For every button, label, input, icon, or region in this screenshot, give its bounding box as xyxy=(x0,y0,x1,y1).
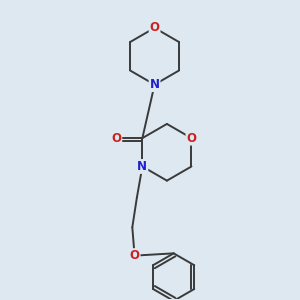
Text: O: O xyxy=(111,132,121,145)
Text: N: N xyxy=(137,160,147,173)
Text: O: O xyxy=(150,21,160,34)
Text: O: O xyxy=(130,249,140,262)
Text: O: O xyxy=(187,132,196,145)
Text: N: N xyxy=(150,78,160,91)
